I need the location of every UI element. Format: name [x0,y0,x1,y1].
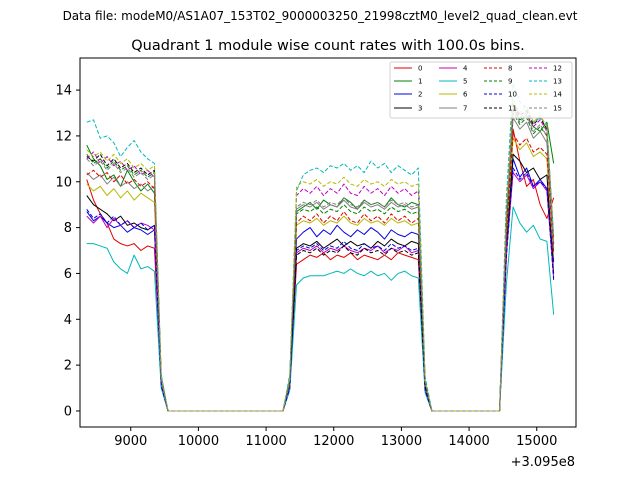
y-tick-label-0: 0 [64,404,72,419]
legend-label-6: 6 [463,91,468,99]
legend-label-14: 14 [553,91,562,99]
legend-label-2: 2 [418,91,422,99]
legend-box [389,61,573,119]
x-tick-label-12000: 12000 [313,434,354,449]
x-tick-label-11000: 11000 [245,434,286,449]
legend-label-1: 1 [418,78,422,86]
chart-title: Quadrant 1 module wise count rates with … [131,38,525,54]
y-tick-label-4: 4 [64,313,72,328]
x-offset-label: +3.095e8 [511,455,575,470]
y-tick-label-2: 2 [64,359,72,374]
axes-frame [79,57,577,428]
legend-label-11: 11 [508,105,517,113]
series-line-15 [86,110,555,412]
y-tick-label-14: 14 [55,84,72,99]
x-axis: 9000 10000 11000 12000 13000 14000 15000 [114,427,557,449]
y-axis: 0 2 4 6 8 10 12 14 [55,84,80,419]
legend-label-9: 9 [508,78,512,86]
legend-label-15: 15 [553,105,562,113]
legend-label-7: 7 [463,105,467,113]
legend-label-10: 10 [508,91,517,99]
y-tick-label-12: 12 [55,129,72,144]
chart-suptitle: Data file: modeM0/AS1A07_153T02_90000032… [63,9,578,23]
legend-label-0: 0 [418,65,422,73]
y-tick-label-10: 10 [55,175,72,190]
y-tick-label-6: 6 [64,267,72,282]
x-tick-label-10000: 10000 [178,434,219,449]
x-tick-label-15000: 15000 [516,434,557,449]
legend-label-8: 8 [508,65,512,73]
legend-label-3: 3 [418,105,422,113]
plot-area [86,82,555,412]
x-tick-label-9000: 9000 [114,434,147,449]
x-tick-label-14000: 14000 [448,434,489,449]
legend-label-4: 4 [463,65,468,73]
x-tick-label-13000: 13000 [381,434,422,449]
y-tick-label-8: 8 [64,221,72,236]
legend-label-12: 12 [553,65,562,73]
legend-label-5: 5 [463,78,467,86]
legend-label-13: 13 [553,78,562,86]
